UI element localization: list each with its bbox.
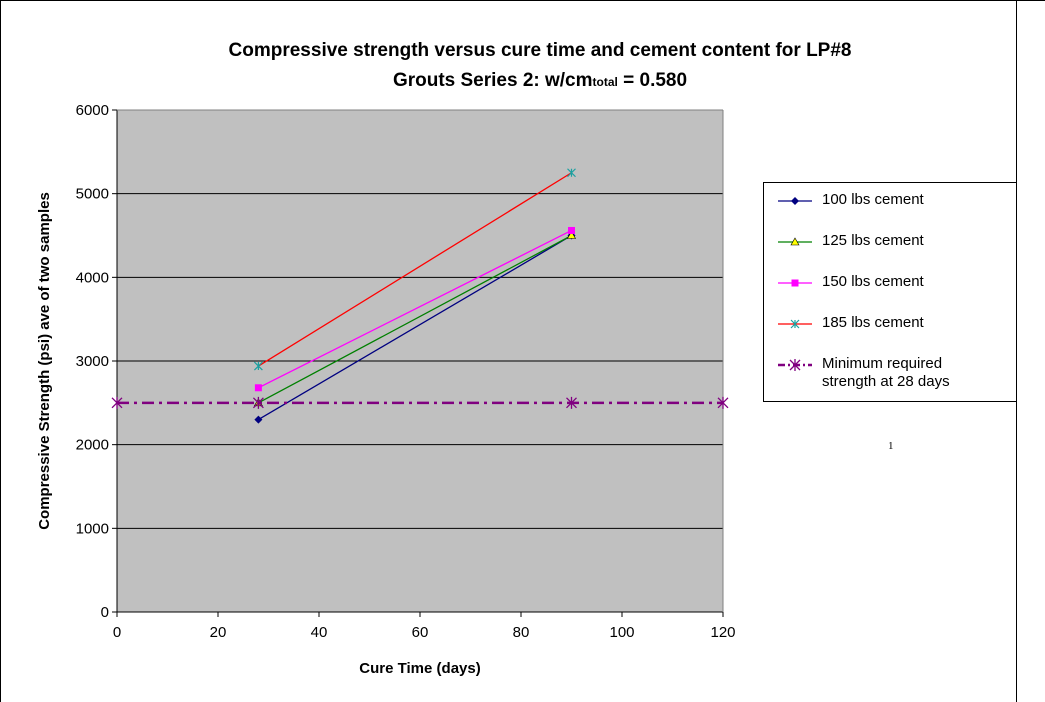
series-2-line xyxy=(258,234,572,404)
legend-swatch-150-lbs xyxy=(778,279,812,287)
series-5-point-3 xyxy=(566,396,577,409)
legend-label-125-lbs: 125 lbs cement xyxy=(822,232,924,249)
y-tick-label-4000: 4000 xyxy=(76,269,109,286)
legend-label-150-lbs: 150 lbs cement xyxy=(822,273,924,290)
series-5-point-1 xyxy=(111,396,123,409)
legend-item-185-lbs: 185 lbs cement xyxy=(764,306,1016,346)
x-tick-label-60: 60 xyxy=(412,624,429,641)
legend-item-125-lbs: 125 lbs cement xyxy=(764,224,1016,264)
chart-title-line-2-prefix: Grouts Series 2: w/cm xyxy=(392,70,593,91)
legend: 100 lbs cement 125 lbs cement 150 lbs ce… xyxy=(763,182,1017,402)
legend-label-185-lbs: 185 lbs cement xyxy=(822,314,924,331)
series-3-point-1 xyxy=(254,384,262,392)
legend-item-100-lbs: 100 lbs cement xyxy=(764,183,1016,223)
legend-label-minimum-required: Minimum required strength at 28 days xyxy=(822,355,950,390)
series-4-point-1 xyxy=(253,361,263,371)
chart-frame-top-border xyxy=(0,0,1045,1)
tick-labels: 0 1000 2000 3000 4000 5000 6000 0 20 40 60 80 100 120 xyxy=(76,102,736,641)
series-5-point-2 xyxy=(252,396,264,409)
legend-swatch-minimum-required xyxy=(778,359,812,371)
legend-item-150-lbs: 150 lbs cement xyxy=(764,265,1016,305)
series-2-point-2 xyxy=(566,230,577,239)
x-tick-label-0: 0 xyxy=(113,624,121,641)
x-axis-label: Cure Time (days) xyxy=(359,660,480,677)
legend-swatch-marker-4 xyxy=(790,319,800,329)
y-tick-label-3000: 3000 xyxy=(76,353,109,370)
legend-swatch-185-lbs xyxy=(778,319,812,329)
legend-item-minimum-required: Minimum required strength at 28 days xyxy=(764,347,1016,397)
legend-swatch-125-lbs xyxy=(778,237,812,246)
y-tick-label-2000: 2000 xyxy=(76,437,109,454)
y-tick-label-0: 0 xyxy=(101,604,109,621)
chart-title-subscript: total xyxy=(592,75,618,89)
series-group xyxy=(111,168,729,424)
chart-title-line-1: Compressive strength versus cure time an… xyxy=(228,40,852,61)
legend-swatch-marker-2 xyxy=(790,237,800,246)
chart-frame-left-border xyxy=(0,0,1,702)
axes xyxy=(112,109,724,617)
x-tick-label-80: 80 xyxy=(513,624,530,641)
series-5 xyxy=(111,396,729,409)
series-1-line xyxy=(258,234,572,421)
series-5-point-4 xyxy=(717,396,729,409)
legend-label-100-lbs: 100 lbs cement xyxy=(822,191,924,208)
chart-title-line-2-suffix: = 0.580 xyxy=(617,70,688,91)
y-axis-label: Compressive Strength (psi) ave of two sa… xyxy=(36,192,53,530)
series-3 xyxy=(254,226,575,392)
series-3-line xyxy=(258,229,572,389)
legend-swatch-marker-3 xyxy=(791,279,799,287)
y-tick-label-6000: 6000 xyxy=(76,102,109,119)
legend-swatch-marker-1 xyxy=(791,197,799,205)
x-tick-label-120: 120 xyxy=(710,624,735,641)
x-tick-label-40: 40 xyxy=(311,624,328,641)
series-4 xyxy=(253,168,576,371)
legend-swatch-100-lbs xyxy=(778,197,812,205)
x-tick-label-20: 20 xyxy=(210,624,227,641)
legend-swatch-marker-5 xyxy=(789,359,801,371)
series-1-point-1 xyxy=(254,415,263,424)
stray-text-mark: 1 xyxy=(888,440,894,452)
y-tick-label-1000: 1000 xyxy=(76,520,109,537)
chart-title-line-2: Grouts Series 2: w/cmtotal = 0.580 xyxy=(100,70,980,92)
y-tick-label-5000: 5000 xyxy=(76,186,109,203)
series-4-point-2 xyxy=(567,168,576,178)
x-tick-label-100: 100 xyxy=(609,624,634,641)
series-3-point-2 xyxy=(568,226,575,234)
series-4-line xyxy=(258,172,572,367)
